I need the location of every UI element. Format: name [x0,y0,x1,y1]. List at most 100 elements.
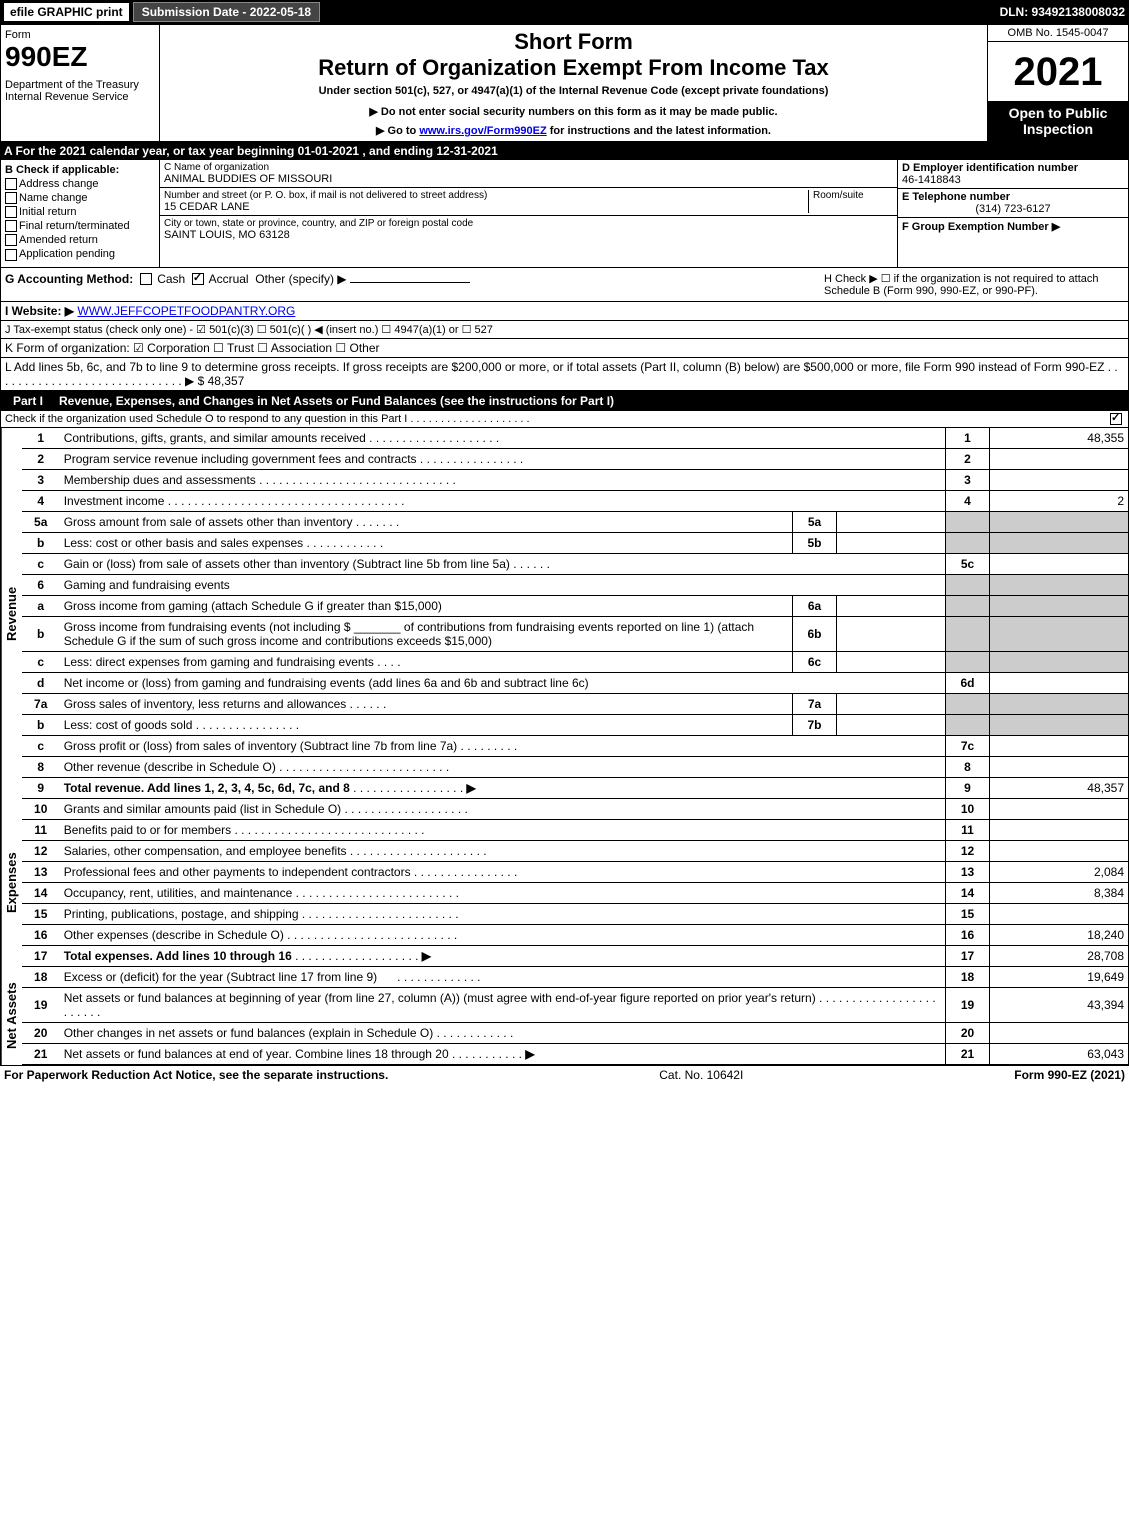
website-link[interactable]: WWW.JEFFCOPETFOODPANTRY.ORG [77,304,295,318]
phone-label: E Telephone number [902,191,1124,203]
line-5c: c Gain or (loss) from sale of assets oth… [22,553,1129,574]
ein-value: 46-1418843 [902,174,1124,186]
line-15: 15 Printing, publications, postage, and … [22,903,1129,924]
checkbox-accrual[interactable] [192,273,204,285]
section-b: B Check if applicable: Address change Na… [1,160,160,267]
footer-center: Cat. No. 10642I [659,1068,743,1082]
revenue-table: 1 Contributions, gifts, grants, and simi… [22,428,1129,799]
part-1-label: Part I [5,394,51,408]
part-1-check-text: Check if the organization used Schedule … [5,413,530,425]
header-bar: efile GRAPHIC print Submission Date - 20… [0,0,1129,24]
checkbox-part1-schedule-o[interactable] [1110,413,1122,425]
city-row: City or town, state or province, country… [160,216,897,243]
checkbox-cash[interactable] [140,273,152,285]
form-number: 990EZ [5,41,155,73]
goto-prefix: ▶ Go to [376,125,419,137]
line-7b: b Less: cost of goods sold . . . . . . .… [22,714,1129,735]
website-label: I Website: ▶ [5,304,74,318]
checkbox-name-change[interactable]: Name change [5,192,155,204]
city-value: SAINT LOUIS, MO 63128 [164,229,893,241]
open-inspection: Open to Public Inspection [988,101,1128,141]
group-row: F Group Exemption Number ▶ [898,218,1128,235]
section-a: A For the 2021 calendar year, or tax yea… [0,142,1129,160]
expenses-section: Expenses 10 Grants and similar amounts p… [0,799,1129,967]
section-j: J Tax-exempt status (check only one) - ☑… [0,321,1129,339]
phone-row: E Telephone number (314) 723-6127 [898,189,1128,218]
phone-value: (314) 723-6127 [902,203,1124,215]
line-5a: 5a Gross amount from sale of assets othe… [22,511,1129,532]
form-label: Form [5,29,155,41]
org-name-row: C Name of organization ANIMAL BUDDIES OF… [160,160,897,188]
section-b-container: B Check if applicable: Address change Na… [0,160,1129,268]
form-top-center: Short Form Return of Organization Exempt… [160,25,987,141]
line-6d: d Net income or (loss) from gaming and f… [22,672,1129,693]
street-row: Number and street (or P. O. box, if mail… [160,188,897,216]
dept-label: Department of the Treasury Internal Reve… [5,79,155,103]
part-1-header: Part I Revenue, Expenses, and Changes in… [0,391,1129,411]
footer-left: For Paperwork Reduction Act Notice, see … [4,1068,388,1082]
line-1: 1 Contributions, gifts, grants, and simi… [22,428,1129,449]
section-b-header: B Check if applicable: [5,164,155,176]
section-h: H Check ▶ ☐ if the organization is not r… [820,268,1128,301]
goto-suffix: for instructions and the latest informat… [550,125,771,137]
line-18: 18 Excess or (deficit) for the year (Sub… [22,967,1129,988]
city-label: City or town, state or province, country… [164,218,893,229]
line-21: 21 Net assets or fund balances at end of… [22,1043,1129,1064]
line-19: 19 Net assets or fund balances at beginn… [22,987,1129,1022]
org-name-label: C Name of organization [164,162,893,173]
line-2: 2 Program service revenue including gove… [22,448,1129,469]
revenue-side-label: Revenue [1,428,22,799]
line-14: 14 Occupancy, rent, utilities, and maint… [22,882,1129,903]
checkbox-final-return[interactable]: Final return/terminated [5,220,155,232]
section-l: L Add lines 5b, 6c, and 7b to line 9 to … [0,358,1129,391]
omb-number: OMB No. 1545-0047 [988,25,1128,42]
line-10: 10 Grants and similar amounts paid (list… [22,799,1129,820]
line-6c: c Less: direct expenses from gaming and … [22,651,1129,672]
line-7a: 7a Gross sales of inventory, less return… [22,693,1129,714]
line-6b: b Gross income from fundraising events (… [22,616,1129,651]
line-7c: c Gross profit or (loss) from sales of i… [22,735,1129,756]
org-name-value: ANIMAL BUDDIES OF MISSOURI [164,173,893,185]
line-5b: b Less: cost or other basis and sales ex… [22,532,1129,553]
line-4: 4 Investment income . . . . . . . . . . … [22,490,1129,511]
irs-link[interactable]: www.irs.gov/Form990EZ [419,125,546,137]
net-assets-section: Net Assets 18 Excess or (deficit) for th… [0,967,1129,1065]
do-not-enter: ▶ Do not enter social security numbers o… [164,105,983,118]
line-3: 3 Membership dues and assessments . . . … [22,469,1129,490]
section-g-h: G Accounting Method: Cash Accrual Other … [0,268,1129,302]
line-20: 20 Other changes in net assets or fund b… [22,1022,1129,1043]
section-i: I Website: ▶ WWW.JEFFCOPETFOODPANTRY.ORG [0,302,1129,321]
footer-right: Form 990-EZ (2021) [1014,1068,1125,1082]
line-11: 11 Benefits paid to or for members . . .… [22,819,1129,840]
checkbox-amended-return[interactable]: Amended return [5,234,155,246]
section-d-e-f: D Employer identification number 46-1418… [897,160,1128,267]
line-12: 12 Salaries, other compensation, and emp… [22,840,1129,861]
form-top: Form 990EZ Department of the Treasury In… [0,24,1129,142]
section-c: C Name of organization ANIMAL BUDDIES OF… [160,160,897,267]
return-title: Return of Organization Exempt From Incom… [164,55,983,81]
checkbox-application-pending[interactable]: Application pending [5,248,155,260]
room-label: Room/suite [813,190,893,201]
goto-line: ▶ Go to www.irs.gov/Form990EZ for instru… [164,124,983,137]
group-label: F Group Exemption Number ▶ [902,220,1124,233]
short-form-title: Short Form [164,29,983,55]
footer-row: For Paperwork Reduction Act Notice, see … [0,1065,1129,1084]
checkbox-address-change[interactable]: Address change [5,178,155,190]
checkbox-initial-return[interactable]: Initial return [5,206,155,218]
net-assets-side-label: Net Assets [1,967,22,1065]
line-6a: a Gross income from gaming (attach Sched… [22,595,1129,616]
section-k: K Form of organization: ☑ Corporation ☐ … [0,339,1129,358]
line-13: 13 Professional fees and other payments … [22,861,1129,882]
expenses-side-label: Expenses [1,799,22,967]
form-top-right: OMB No. 1545-0047 2021 Open to Public In… [987,25,1128,141]
tax-year: 2021 [988,42,1128,101]
street-value: 15 CEDAR LANE [164,201,808,213]
ein-row: D Employer identification number 46-1418… [898,160,1128,189]
part-1-title: Revenue, Expenses, and Changes in Net As… [59,394,614,408]
net-assets-table: 18 Excess or (deficit) for the year (Sub… [22,967,1129,1065]
line-8: 8 Other revenue (describe in Schedule O)… [22,756,1129,777]
street-label: Number and street (or P. O. box, if mail… [164,190,808,201]
form-top-left: Form 990EZ Department of the Treasury In… [1,25,160,141]
expenses-table: 10 Grants and similar amounts paid (list… [22,799,1129,967]
section-l-value: 48,357 [208,374,245,388]
